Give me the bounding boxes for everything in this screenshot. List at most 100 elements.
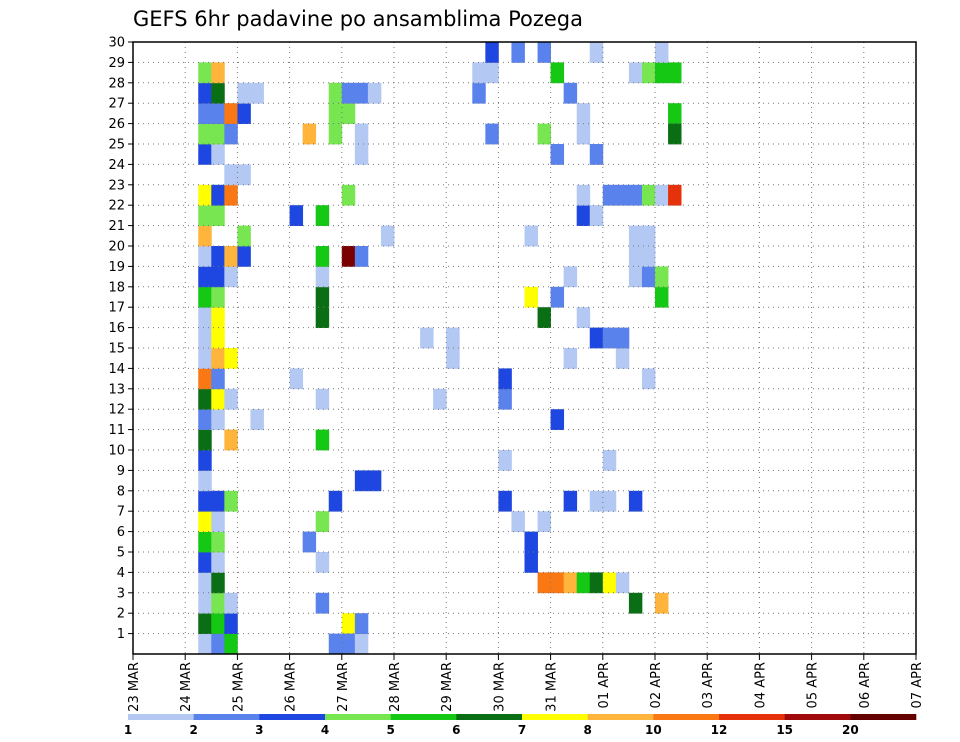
precip-cell	[576, 184, 591, 206]
x-tick-label: 28 MAR	[388, 662, 403, 712]
color-legend: 1 2 3 4 5 6 7 8 10 12 15 20	[124, 714, 917, 737]
y-tick-label: 29	[108, 56, 125, 71]
precip-cell	[211, 82, 225, 104]
precip-cell	[198, 266, 212, 288]
precip-cell	[211, 246, 225, 267]
precip-cell	[341, 633, 356, 655]
y-tick-label: 12	[108, 403, 125, 418]
precip-cell	[668, 62, 682, 84]
y-tick-label: 11	[108, 423, 125, 438]
precip-cell	[668, 184, 682, 206]
precip-cell	[641, 184, 656, 206]
x-tick-label: 30 MAR	[492, 662, 507, 712]
precip-cell	[211, 409, 225, 430]
precip-cell	[224, 184, 238, 206]
precip-cell	[628, 266, 643, 288]
precip-cell	[602, 572, 617, 594]
precip-cell	[198, 82, 212, 104]
legend-label: 15	[776, 723, 793, 737]
precip-cell	[485, 42, 499, 63]
precip-cell	[211, 572, 225, 594]
legend-swatch	[784, 714, 851, 720]
precip-cell	[550, 572, 565, 594]
precip-cell	[341, 103, 356, 124]
precip-cell	[211, 368, 225, 390]
legend-label: 2	[189, 723, 197, 737]
y-tick-label: 3	[117, 586, 125, 601]
precip-cell	[302, 123, 317, 145]
y-tick-label: 7	[117, 505, 125, 520]
x-tick-label: 27 MAR	[336, 662, 351, 712]
precip-cell	[341, 82, 356, 104]
precip-cell	[198, 62, 212, 84]
x-tick-label: 24 MAR	[179, 662, 194, 712]
precip-cell	[211, 123, 225, 145]
precip-cell	[537, 307, 551, 328]
x-tick-label: 23 MAR	[127, 662, 142, 712]
precip-cell	[537, 572, 551, 594]
legend-label: 1	[124, 723, 132, 737]
y-tick-label: 28	[108, 76, 125, 91]
precip-cell	[224, 613, 238, 634]
precip-cell	[576, 572, 591, 594]
precip-cell	[224, 592, 238, 614]
precip-cell	[198, 613, 212, 634]
precip-cell	[211, 266, 225, 288]
precip-cell	[315, 388, 330, 410]
precip-cell	[563, 266, 578, 288]
precip-cell	[550, 144, 565, 165]
precip-cell	[224, 246, 238, 267]
legend-swatch	[259, 714, 326, 720]
precip-cell	[224, 388, 238, 410]
precip-cell	[211, 511, 225, 532]
precip-cell	[341, 246, 356, 267]
legend-label: 20	[842, 723, 859, 737]
y-tick-label: 4	[117, 566, 125, 581]
precip-cell	[289, 205, 304, 226]
precip-cell	[341, 184, 356, 206]
precip-cell	[198, 286, 212, 308]
precip-cell	[198, 184, 212, 206]
precip-cell	[211, 633, 225, 655]
precip-cell	[472, 62, 486, 84]
precip-cell	[615, 327, 630, 349]
precip-cell	[446, 348, 460, 369]
precip-cell	[668, 103, 682, 124]
precip-cell	[211, 62, 225, 84]
precip-cell	[198, 552, 212, 573]
precip-cell	[563, 348, 578, 369]
precip-cell	[198, 511, 212, 532]
precip-cell	[641, 225, 656, 247]
precip-cell	[524, 286, 538, 308]
precip-cell	[224, 348, 238, 369]
y-tick-label: 17	[108, 301, 125, 316]
x-tick-label: 06 APR	[858, 662, 873, 708]
precip-cell	[602, 450, 617, 471]
precip-cell	[367, 82, 382, 104]
precip-cell	[211, 348, 225, 369]
precip-cell	[328, 103, 343, 124]
precip-cell	[615, 572, 630, 594]
precip-cell	[354, 82, 369, 104]
precip-cell	[550, 409, 565, 430]
precip-cell	[576, 205, 591, 226]
precip-cell	[511, 42, 525, 63]
y-tick-label: 26	[108, 117, 125, 132]
precip-cell	[211, 286, 225, 308]
legend-swatch	[653, 714, 720, 720]
precip-cell	[380, 225, 395, 247]
precip-cell	[563, 82, 578, 104]
precip-cell	[655, 62, 669, 84]
precip-cell	[589, 490, 604, 512]
precip-cell	[655, 266, 669, 288]
precip-cell	[198, 409, 212, 430]
precip-cell	[485, 123, 499, 145]
precip-cell	[224, 164, 238, 186]
precip-cell	[498, 490, 512, 512]
precip-cell	[655, 184, 669, 206]
precip-cell	[563, 490, 578, 512]
precip-cell	[420, 327, 434, 349]
precip-cell	[328, 123, 343, 145]
y-tick-label: 9	[117, 464, 125, 479]
precip-cell	[628, 62, 643, 84]
